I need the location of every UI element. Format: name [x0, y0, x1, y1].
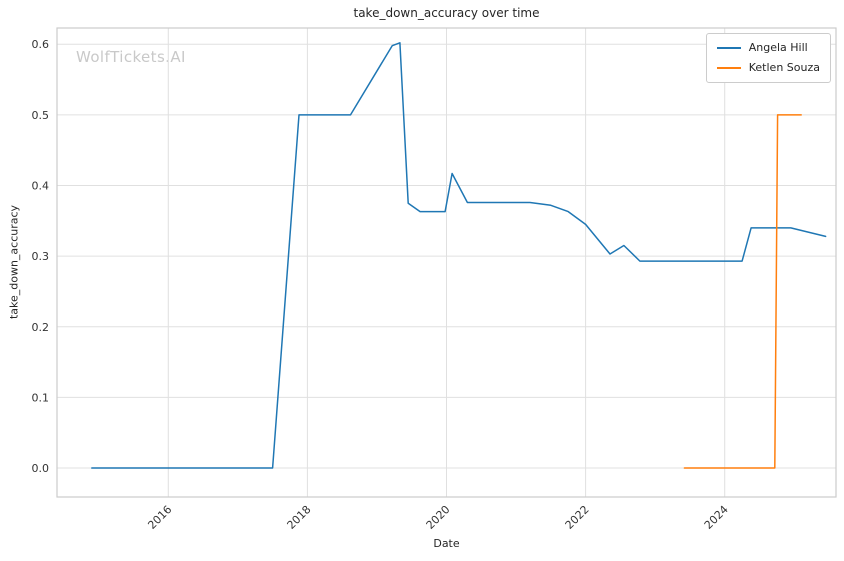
svg-text:2020: 2020: [424, 503, 453, 532]
svg-text:0.3: 0.3: [32, 250, 50, 263]
x-axis-label: Date: [433, 537, 460, 550]
svg-text:2016: 2016: [145, 503, 174, 532]
svg-text:0.6: 0.6: [32, 38, 50, 51]
svg-text:0.1: 0.1: [32, 391, 50, 404]
chart-title: take_down_accuracy over time: [353, 6, 540, 20]
legend-label: Angela Hill: [748, 41, 808, 54]
svg-text:0.2: 0.2: [32, 321, 50, 334]
legend-label: Ketlen Souza: [748, 61, 820, 74]
legend-item-angela-hill: Angela Hill: [716, 41, 820, 55]
legend-item-ketlen-souza: Ketlen Souza: [716, 61, 820, 75]
svg-text:2022: 2022: [563, 503, 592, 532]
legend-line-swatch: [716, 67, 741, 69]
y-axis-label: take_down_accuracy: [7, 204, 21, 320]
legend-line-swatch: [716, 47, 741, 49]
svg-text:2024: 2024: [702, 503, 731, 532]
svg-text:2018: 2018: [285, 503, 314, 532]
legend: Angela Hill Ketlen Souza: [705, 33, 831, 83]
svg-text:0.0: 0.0: [32, 462, 50, 475]
svg-text:0.5: 0.5: [32, 109, 50, 122]
watermark-text: WolfTickets.AI: [76, 48, 186, 66]
svg-text:0.4: 0.4: [32, 180, 50, 193]
